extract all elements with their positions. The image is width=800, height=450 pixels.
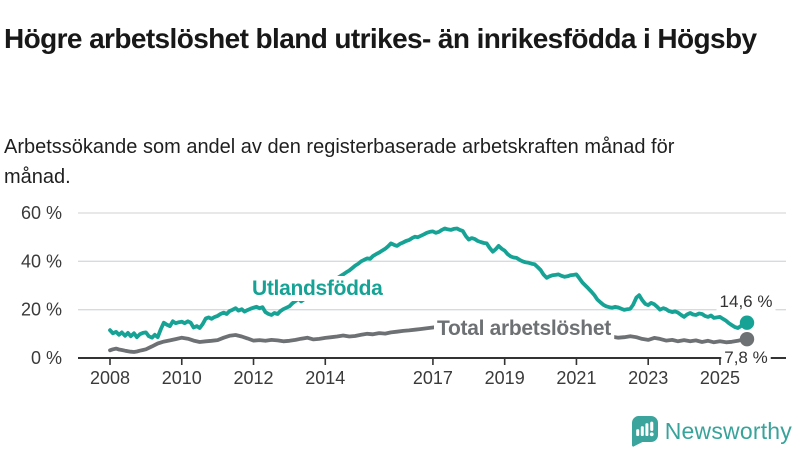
chart-subtitle: Arbetssökande som andel av den registerb… — [4, 136, 675, 188]
x-axis-tick-label: 2025 — [700, 368, 740, 388]
newsworthy-logo: Newsworthy — [630, 416, 792, 447]
series-line — [108, 324, 746, 354]
newsworthy-speech-bubble-bar-chart-icon — [631, 416, 658, 447]
x-axis-tick-label: 2010 — [162, 368, 202, 388]
series-line — [108, 226, 746, 340]
x-axis-tick-label: 2023 — [628, 368, 668, 388]
series-end-dot — [739, 315, 755, 330]
brand-name: Newsworthy — [664, 418, 792, 444]
series-name-label: Utlandsfödda — [252, 277, 383, 300]
label-halo — [721, 347, 771, 368]
label-halo — [434, 316, 615, 341]
end-value-label: 14,6 % — [720, 292, 773, 311]
x-axis-tick-label: 2017 — [413, 368, 453, 388]
x-axis-tick-label: 2012 — [233, 368, 273, 388]
y-axis-tick-label: 0 % — [31, 348, 62, 368]
label-halo — [249, 276, 387, 301]
x-axis-tick-label: 2014 — [305, 368, 345, 388]
x-axis-tick-label: 2008 — [90, 368, 130, 388]
page-title: Högre arbetslöshet bland utrikes- än inr… — [4, 22, 757, 54]
y-axis-tick-label: 40 % — [21, 251, 62, 271]
label-halo — [716, 291, 776, 312]
x-axis-tick-label: 2021 — [556, 368, 596, 388]
y-axis-tick-label: 60 % — [21, 203, 62, 223]
series-name-label: Total arbetslöshet — [437, 317, 611, 340]
series-end-dot — [739, 331, 755, 347]
x-axis-tick-label: 2019 — [485, 368, 525, 388]
end-value-label: 7,8 % — [724, 348, 767, 367]
y-axis-tick-label: 20 % — [21, 300, 62, 320]
